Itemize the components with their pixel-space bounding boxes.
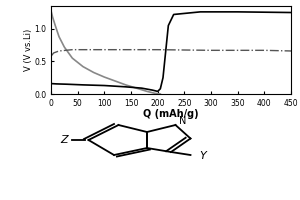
Text: N: N — [179, 116, 187, 126]
Text: Y: Y — [199, 151, 206, 161]
Text: Z: Z — [61, 135, 68, 145]
X-axis label: Q (mAh/g): Q (mAh/g) — [143, 109, 199, 119]
Y-axis label: V (V vs.Li): V (V vs.Li) — [24, 29, 33, 71]
